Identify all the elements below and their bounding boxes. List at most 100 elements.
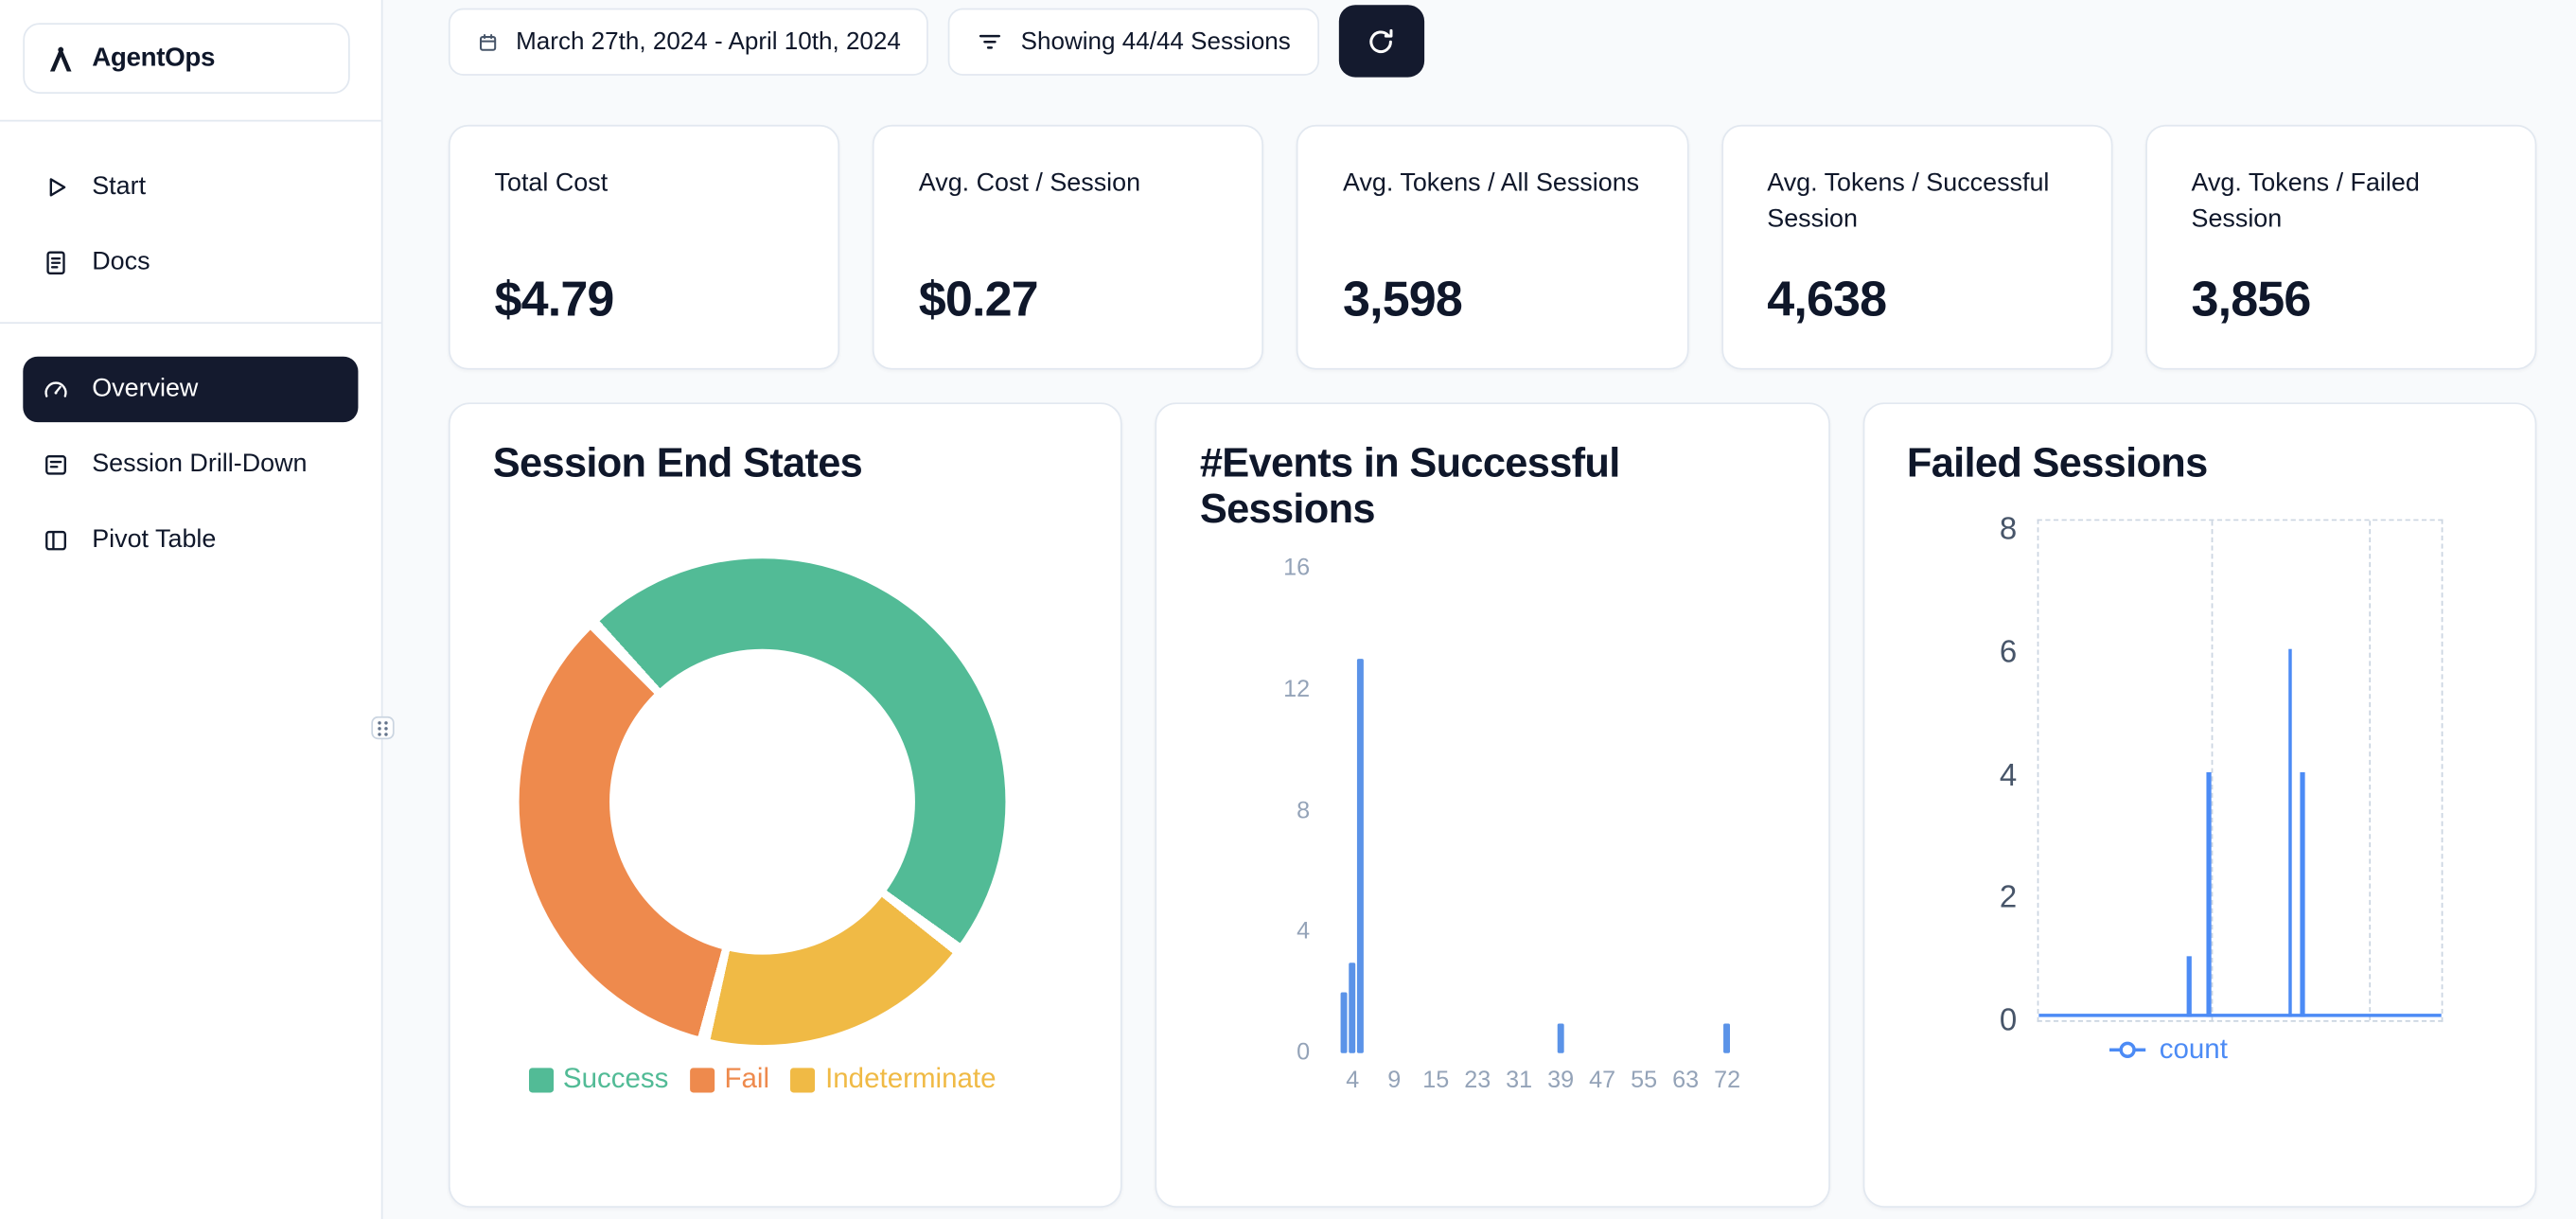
histogram-bar — [1341, 992, 1348, 1053]
pivot-icon — [41, 526, 70, 556]
gridline — [2368, 521, 2371, 1021]
stat-label: Avg. Tokens / Successful Session — [1767, 168, 2050, 235]
x-axis-tick-label: 23 — [1464, 1068, 1491, 1095]
toolbar: March 27th, 2024 - April 10th, 2024 Show… — [448, 5, 1424, 78]
stat-card-avg-cost-session: Avg. Cost / Session $0.27 — [873, 124, 1264, 370]
sidebar: AgentOps Start Docs O — [0, 0, 383, 1219]
legend-label: Fail — [724, 1063, 770, 1095]
sessions-filter-button[interactable]: Showing 44/44 Sessions — [948, 8, 1319, 76]
x-axis-tick-label: 39 — [1547, 1068, 1575, 1095]
line-plot[interactable] — [2037, 519, 2443, 1022]
agentops-logo-icon — [44, 42, 78, 75]
date-range-button[interactable]: March 27th, 2024 - April 10th, 2024 — [448, 8, 929, 76]
x-axis-tick-label: 31 — [1506, 1068, 1533, 1095]
x-axis-tick-label: 47 — [1589, 1068, 1616, 1095]
x-axis-tick-label: 72 — [1714, 1068, 1741, 1095]
y-axis-tick-label: 6 — [1999, 635, 2018, 670]
session-end-states-card: Session End States Success Fail Indetermin… — [448, 402, 1123, 1208]
y-axis-tick-label: 8 — [1297, 797, 1311, 824]
y-axis-tick-label: 16 — [1283, 555, 1311, 582]
x-axis-tick-label: 63 — [1672, 1068, 1700, 1095]
gridline — [2211, 521, 2214, 1021]
histogram-bar — [1557, 1022, 1564, 1053]
legend-item-indeterminate[interactable]: Indeterminate — [790, 1063, 997, 1096]
grip-dots-icon — [378, 720, 388, 735]
gauge-icon — [41, 375, 70, 404]
legend-swatch-icon — [790, 1067, 816, 1092]
failed-sessions-card: Failed Sessions count 0 2 4 6 8 — [1862, 402, 2537, 1208]
sidebar-divider — [0, 322, 381, 324]
x-axis-tick-label: 9 — [1387, 1068, 1402, 1095]
legend-item-success[interactable]: Success — [528, 1063, 668, 1096]
chart-title: Session End States — [492, 440, 863, 486]
stat-value: $0.27 — [918, 273, 1039, 327]
sidebar-nav-main: Overview Session Drill-Down Pivot Table — [0, 356, 381, 574]
sidebar-item-overview[interactable]: Overview — [23, 356, 359, 423]
histogram-bar — [1349, 962, 1356, 1053]
legend-swatch-icon — [528, 1067, 554, 1092]
count-series-marker-icon — [2109, 1041, 2146, 1059]
refresh-button[interactable] — [1338, 5, 1424, 78]
zero-line — [2038, 1014, 2442, 1017]
line-legend[interactable]: count — [1966, 1034, 2372, 1067]
sidebar-item-start[interactable]: Start — [23, 154, 358, 220]
stats-row: Total Cost $4.79 Avg. Cost / Session $0.… — [448, 124, 2537, 370]
y-axis-tick-label: 0 — [1297, 1039, 1311, 1067]
nav-label: Session Drill-Down — [92, 450, 308, 479]
spike — [2287, 648, 2293, 1017]
main-content: March 27th, 2024 - April 10th, 2024 Show… — [384, 0, 2576, 1219]
y-axis-tick-label: 4 — [1999, 758, 2018, 793]
events-histogram-card: #Events in Successful Sessions 0 4 8 12 16 4 9… — [1155, 402, 1830, 1208]
stat-label: Avg. Tokens / Failed Session — [2191, 168, 2420, 235]
chart-title: Failed Sessions — [1906, 440, 2208, 486]
stat-card-avg-tokens-all: Avg. Tokens / All Sessions 3,598 — [1297, 124, 1688, 370]
charts-row: Session End States Success Fail Indetermin… — [448, 402, 2537, 1208]
x-axis-tick-label: 4 — [1346, 1068, 1360, 1095]
stat-label: Avg. Cost / Session — [918, 168, 1141, 198]
date-range-label: March 27th, 2024 - April 10th, 2024 — [516, 27, 901, 57]
stat-value: 3,598 — [1343, 273, 1463, 327]
stat-label: Total Cost — [494, 168, 609, 198]
x-axis-tick-label: 15 — [1422, 1068, 1450, 1095]
sidebar-nav-top: Start Docs — [0, 154, 381, 295]
brand-card[interactable]: AgentOps — [23, 23, 350, 94]
spike — [2186, 955, 2192, 1017]
play-icon — [41, 172, 70, 202]
donut-legend: Success Fail Indeterminate — [500, 1063, 1026, 1096]
sessions-filter-label: Showing 44/44 Sessions — [1020, 27, 1291, 57]
legend-label: Indeterminate — [825, 1063, 997, 1095]
stat-value: $4.79 — [494, 273, 615, 327]
stat-card-avg-tokens-failed: Avg. Tokens / Failed Session 3,856 — [2144, 124, 2537, 370]
spike — [2300, 771, 2305, 1017]
spike — [2207, 771, 2212, 1017]
chart-title: #Events in Successful Sessions — [1199, 440, 1620, 533]
sidebar-divider — [0, 119, 381, 122]
y-axis-tick-label: 0 — [1999, 1003, 2018, 1039]
stat-label: Avg. Tokens / All Sessions — [1343, 168, 1640, 198]
y-axis-tick-label: 2 — [1999, 880, 2018, 916]
stat-value: 4,638 — [1767, 273, 1887, 327]
histogram-bar — [1723, 1022, 1731, 1053]
docs-icon — [41, 248, 70, 277]
drilldown-icon — [41, 450, 70, 480]
bar-plot[interactable] — [1330, 569, 1740, 1053]
filter-icon — [977, 28, 1005, 57]
legend-label: Success — [562, 1063, 669, 1095]
x-axis-tick-label: 55 — [1631, 1068, 1658, 1095]
sidebar-item-session-drill-down[interactable]: Session Drill-Down — [23, 433, 358, 498]
nav-label: Start — [92, 172, 147, 201]
brand-name: AgentOps — [92, 44, 216, 72]
stat-card-total-cost: Total Cost $4.79 — [448, 124, 840, 370]
sidebar-item-pivot-table[interactable]: Pivot Table — [23, 507, 358, 573]
legend-item-fail[interactable]: Fail — [690, 1063, 769, 1096]
sidebar-resize-handle[interactable] — [371, 716, 395, 740]
line-legend-label: count — [2159, 1033, 2228, 1065]
nav-label: Overview — [92, 374, 199, 403]
y-axis-tick-label: 8 — [1999, 512, 2018, 548]
stat-card-avg-tokens-successful: Avg. Tokens / Successful Session 4,638 — [1720, 124, 2113, 370]
donut-chart[interactable] — [519, 558, 1006, 1046]
sidebar-item-docs[interactable]: Docs — [23, 230, 358, 295]
nav-label: Pivot Table — [92, 525, 217, 555]
legend-swatch-icon — [690, 1067, 715, 1092]
